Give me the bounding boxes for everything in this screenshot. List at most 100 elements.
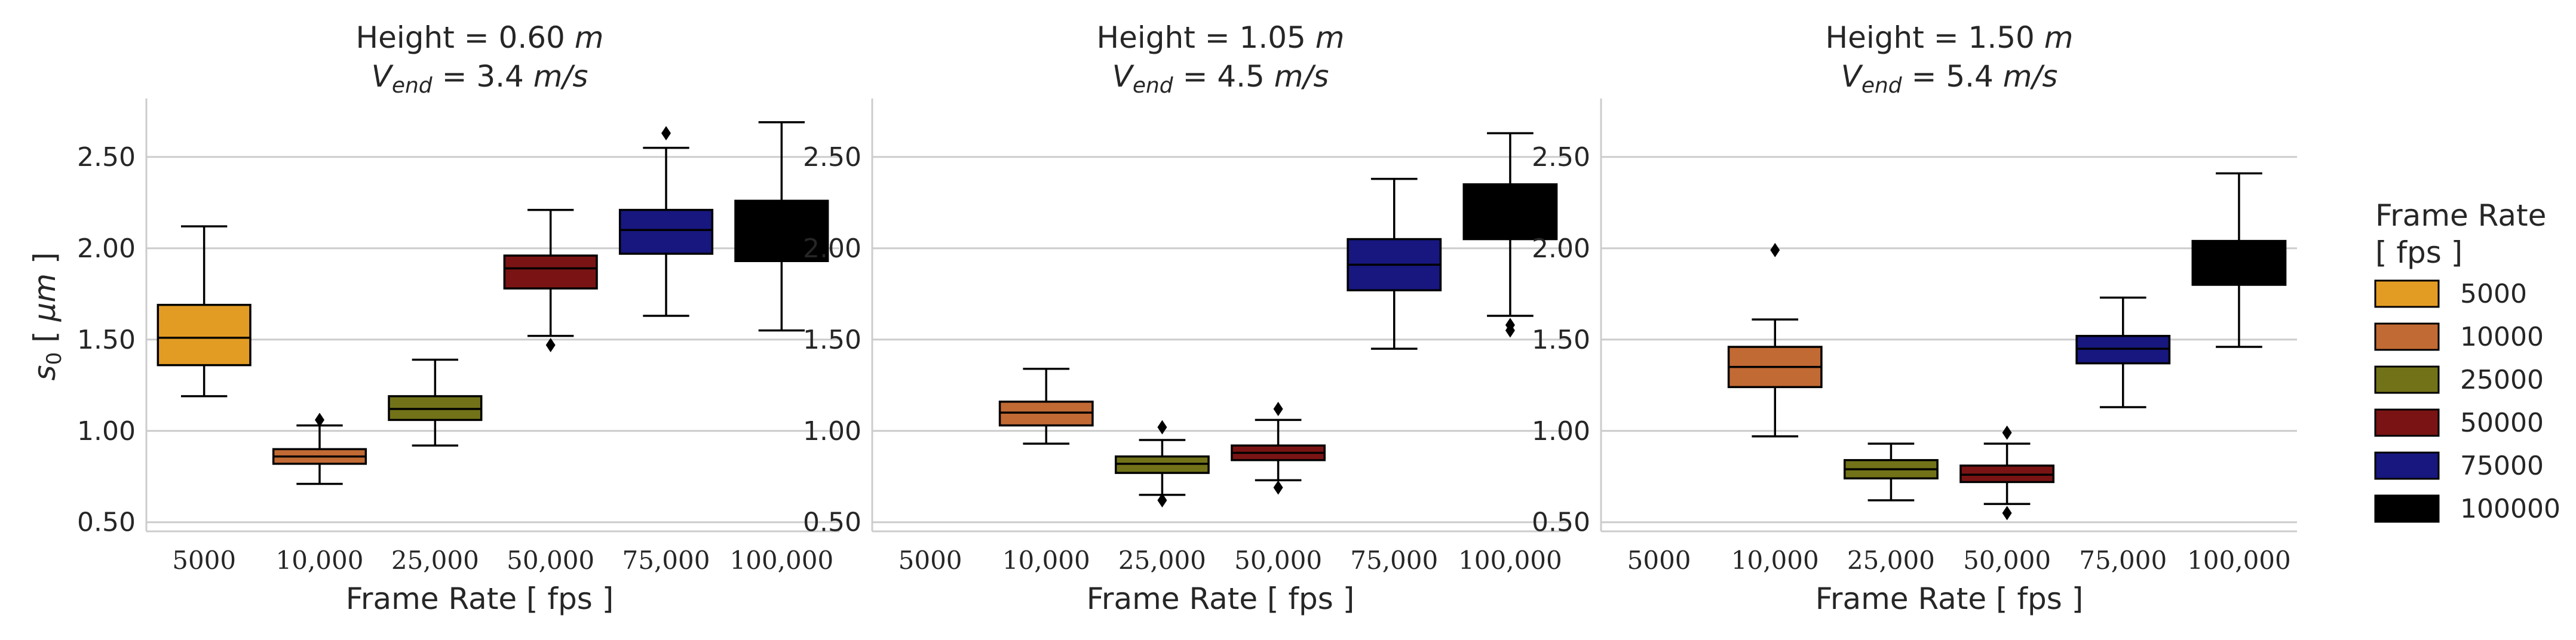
panel-2-title-speed-unit: m/s	[1274, 59, 1329, 94]
panel-1-plot-area: 0.50 1.00 1.50 2.00 2.50 5000 10,000 25,000 50,0…	[77, 99, 839, 575]
legend-label-2: 25000	[2460, 365, 2544, 395]
panel-2-ytick-label-4: 2.50	[803, 142, 861, 173]
panel-3-ytick-label-1: 1.00	[1532, 416, 1590, 447]
panel-2-title-height: Height = 1.05	[1097, 20, 1315, 55]
legend-swatch-1	[2374, 322, 2440, 351]
panel-2-box-2-outlier-0	[1157, 420, 1167, 435]
legend-swatch-0	[2374, 279, 2440, 308]
panel-3-title-height-unit: m	[2044, 20, 2074, 55]
panel-1-xtick-label-0: 5000	[172, 546, 236, 575]
panel-1-ytick-label-1: 1.00	[77, 416, 136, 447]
panel-1-ytick-label-4: 2.50	[77, 142, 136, 173]
panel-3-xtick-label-5: 100,000	[2187, 546, 2291, 575]
panel-3-ytick-label-4: 2.50	[1532, 142, 1590, 173]
panel-2-title-value: = 4.5	[1173, 59, 1274, 94]
panel-1-box-0-body	[157, 303, 252, 367]
legend-label-5: 100000	[2460, 494, 2560, 524]
panel-2-ytick-label-0: 0.50	[803, 507, 861, 538]
legend: Frame Rate [ fps ] 5000 10000 25000 50000 75…	[2374, 198, 2560, 524]
panel-1-title-v: V	[372, 59, 394, 94]
y-axis-label-close: ]	[27, 253, 62, 273]
panel-3-title-line1: Height = 1.50 m	[1826, 20, 2074, 55]
legend-label-1: 10000	[2460, 322, 2544, 352]
panel-2-xtick-label-3: 50,000	[1234, 546, 1322, 575]
panel-3-title-height: Height = 1.50	[1826, 20, 2044, 55]
panel-1-title-height: Height = 0.60	[356, 20, 575, 55]
panel-1-title-speed-unit: m/s	[533, 59, 588, 94]
panel-1: Height = 0.60 m Vend = 3.4 m/s 0.50 1.00 1…	[77, 20, 839, 616]
panel-2-xtick-label-0: 5000	[898, 546, 962, 575]
panel-1-title-line1: Height = 0.60 m	[356, 20, 604, 55]
panel-1-box-3-body	[503, 254, 598, 290]
panel-1-box-1-outlier-0	[315, 413, 324, 427]
panel-3-x-axis-label: Frame Rate [ fps ]	[1816, 581, 2083, 616]
panel-3-xtick-label-0: 5000	[1627, 546, 1691, 575]
panel-2-title-v: V	[1112, 59, 1135, 94]
panel-3-title-v-sub: end	[1862, 73, 1903, 98]
panel-3-box-3-outlier-0	[2002, 425, 2012, 440]
legend-title-line1: Frame Rate	[2375, 198, 2546, 233]
panel-1-xtick-label-3: 50,000	[507, 546, 594, 575]
panel-1-ytick-label-2: 1.50	[77, 325, 136, 355]
panel-2-xtick-label-1: 10,000	[1002, 546, 1090, 575]
panel-3-ytick-label-2: 1.50	[1532, 325, 1590, 355]
panel-3-box-3-outlier-1	[2002, 506, 2012, 521]
legend-label-4: 75000	[2460, 451, 2544, 481]
panel-3-title-speed-unit: m/s	[2003, 59, 2058, 94]
panel-2-xtick-label-2: 25,000	[1118, 546, 1206, 575]
panel-2-title-height-unit: m	[1315, 20, 1345, 55]
panel-1-xtick-label-2: 25,000	[391, 546, 479, 575]
panel-3-plot-area: 0.50 1.00 1.50 2.00 2.50 5000 10,000 25,000 50,0…	[1532, 99, 2297, 575]
panel-1-title-height-unit: m	[575, 20, 604, 55]
legend-title-line2: [ fps ]	[2375, 235, 2462, 270]
panel-2-box-5-outlier-1	[1505, 318, 1515, 333]
legend-swatch-3	[2374, 408, 2440, 437]
panel-1-x-axis-label: Frame Rate [ fps ]	[346, 581, 614, 616]
legend-swatch-5	[2374, 494, 2440, 523]
panel-2-ytick-label-1: 1.00	[803, 416, 861, 447]
panel-3-box-1-outlier-0	[1770, 242, 1780, 257]
y-axis-label-unit: μm	[27, 273, 62, 322]
panel-1-box-4-outlier-0	[661, 126, 671, 141]
panel-1-box-3-outlier-0	[545, 337, 556, 352]
panel-2-plot-area: 0.50 1.00 1.50 2.00 2.50 5000 10,000 25,000 50,0…	[803, 99, 1568, 575]
panel-1-xtick-label-4: 75,000	[622, 546, 710, 575]
panel-3-xtick-label-4: 75,000	[2079, 546, 2167, 575]
panel-1-ytick-label-3: 2.00	[77, 233, 136, 264]
panel-2-x-axis-label: Frame Rate [ fps ]	[1087, 581, 1354, 616]
panel-2-title-v-sub: end	[1133, 73, 1174, 98]
panel-3-ytick-label-3: 2.00	[1532, 233, 1590, 264]
legend-swatch-4	[2374, 451, 2440, 480]
panel-3-xtick-label-1: 10,000	[1731, 546, 1819, 575]
panel-3-title-v: V	[1841, 59, 1864, 94]
panel-1-xtick-label-1: 10,000	[276, 546, 364, 575]
panel-1-title-value: = 3.4	[433, 59, 533, 94]
panel-1-xtick-label-5: 100,000	[729, 546, 833, 575]
legend-label-3: 50000	[2460, 408, 2544, 438]
panel-1-box-4-body	[618, 208, 714, 255]
panel-3: Height = 1.50 m Vend = 5.4 m/s 0.50 1.00 1…	[1532, 20, 2297, 616]
panel-3-title-value: = 5.4	[1902, 59, 2003, 94]
panel-3-box-5-body	[2191, 239, 2287, 286]
y-axis-label-main: s	[27, 365, 62, 380]
panel-2-box-3-outlier-0	[1273, 402, 1283, 417]
panel-2-xtick-label-5: 100,000	[1458, 546, 1562, 575]
y-axis-label-subscript: 0	[42, 352, 66, 365]
panel-2-box-3-outlier-1	[1273, 480, 1283, 495]
panel-1-ytick-label-0: 0.50	[77, 507, 136, 538]
panel-2-ytick-label-2: 1.50	[803, 325, 861, 355]
panel-2: Height = 1.05 m Vend = 4.5 m/s 0.50 1.00 1…	[803, 20, 1568, 616]
legend-label-0: 5000	[2460, 279, 2527, 309]
panel-3-xtick-label-2: 25,000	[1847, 546, 1935, 575]
panel-3-xtick-label-3: 50,000	[1963, 546, 2051, 575]
y-axis-label: s0 [ μm ]	[27, 253, 66, 381]
legend-swatch-2	[2374, 365, 2440, 394]
panel-2-title-line2: Vend = 4.5 m/s	[1112, 59, 1329, 98]
panel-2-xtick-label-4: 75,000	[1350, 546, 1438, 575]
panel-3-title-line2: Vend = 5.4 m/s	[1841, 59, 2058, 98]
panel-2-ytick-label-3: 2.00	[803, 233, 861, 264]
panel-1-title-v-sub: end	[392, 73, 433, 98]
legend-entries: 5000 10000 25000 50000 75000 100000	[2374, 279, 2560, 524]
panel-3-ytick-label-0: 0.50	[1532, 507, 1590, 538]
